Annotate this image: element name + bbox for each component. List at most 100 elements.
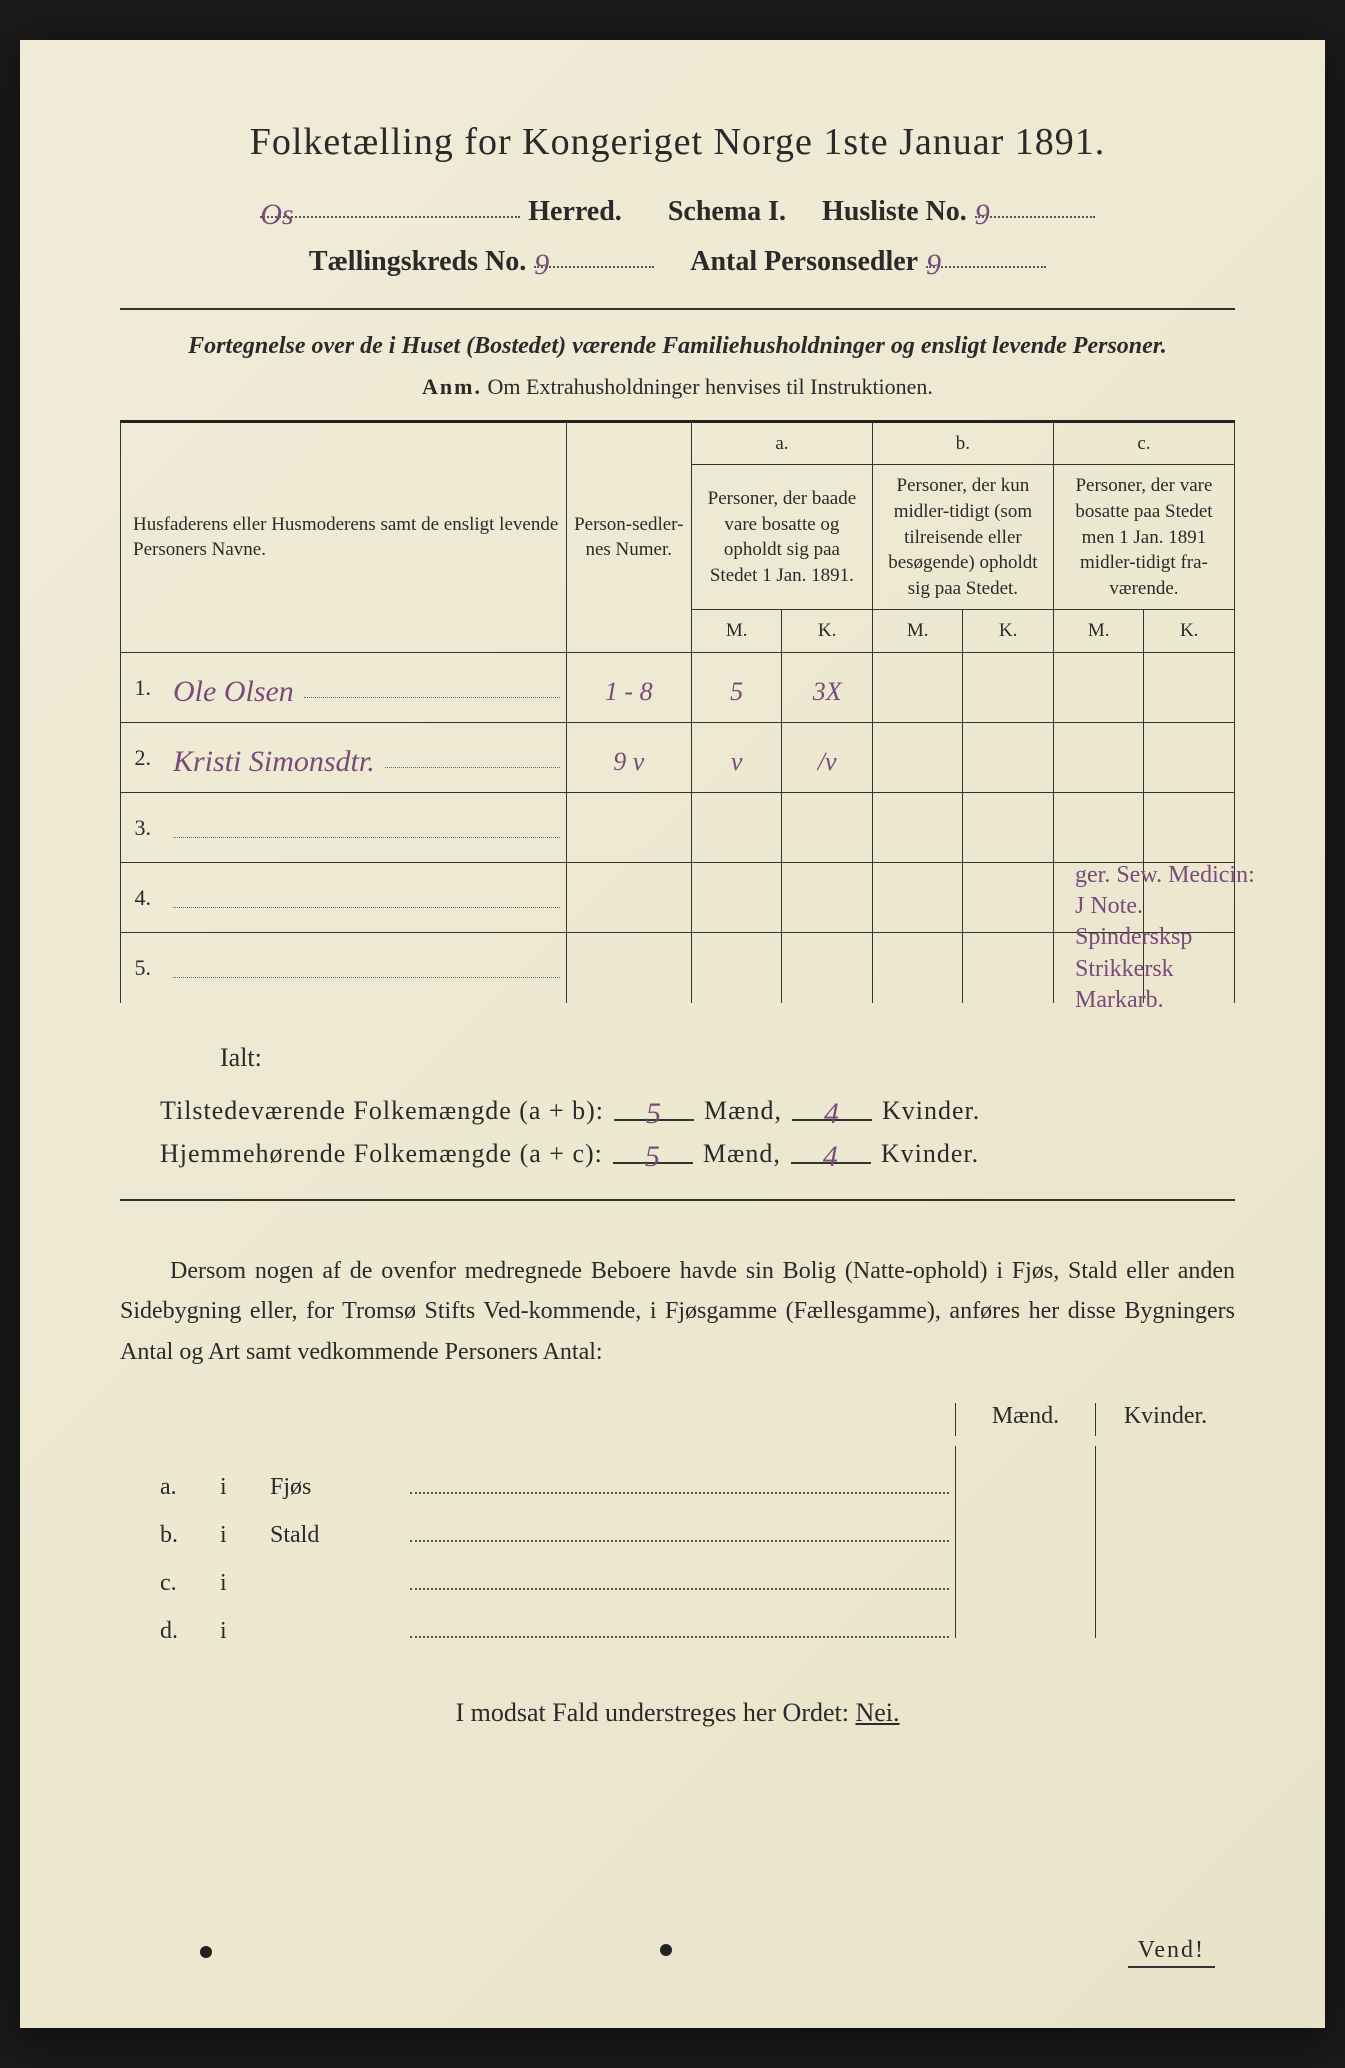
table-row: 1. Ole Olsen 1 - 8 5 3X [121,653,1235,723]
husliste-field: 9 [975,194,1095,218]
build-maend: Mænd. [955,1403,1095,1436]
kreds-field: 9 [534,244,654,268]
tilstede-m: 5 [646,1097,662,1131]
hjemme-m: 5 [645,1140,661,1174]
row-num: 5. [133,955,163,981]
husliste-value: 9 [975,198,990,232]
build-type: Fjøs [270,1474,410,1501]
footer-text: I modsat Fald understreges her Ordet: [455,1698,849,1727]
hjemme-label: Hjemmehørende Folkemængde (a + c): [160,1139,603,1169]
col-b-label: b. [872,421,1053,465]
b-m: M. [872,610,963,653]
census-form-page: Folketælling for Kongeriget Norge 1ste J… [20,40,1325,2028]
ink-blot-icon [660,1944,672,1956]
row-num: 4. [133,885,163,911]
margin-notes: ger. Sew. Medicin: J Note. Spindersksp S… [1075,860,1255,1016]
antal-field: 9 [926,244,1046,268]
bk-cell [963,723,1054,793]
vend-label: Vend! [1128,1937,1215,1968]
col-a-text: Personer, der baade vare bosatte og opho… [691,465,872,610]
anm-label: Anm. [422,374,482,399]
bm-cell [872,723,963,793]
header-row-2: Tællingskreds No. 9 Antal Personsedler 9 [120,244,1235,278]
row-num: 3. [133,815,163,841]
build-i: i [220,1570,270,1597]
ak-cell: /v [818,747,837,777]
kreds-label: Tællingskreds No. [309,246,526,278]
building-row: c. i [160,1542,1235,1590]
row-num: 1. [133,675,163,701]
numer-cell: 1 - 8 [605,677,653,707]
tilstede-label: Tilstedeværende Folkemængde (a + b): [160,1096,604,1126]
divider-2 [120,1199,1235,1201]
cm-cell [1053,723,1144,793]
nei-word: Nei. [855,1698,899,1727]
build-i: i [220,1522,270,1549]
am-cell: v [731,747,743,777]
building-row: a. i Fjøs [160,1446,1235,1494]
footer-line: I modsat Fald understreges her Ordet: Ne… [120,1698,1235,1728]
table-row: 2. Kristi Simonsdtr. 9 v v /v [121,723,1235,793]
build-lbl: c. [160,1570,220,1597]
build-type: Stald [270,1522,410,1549]
antal-value: 9 [926,248,941,282]
hjemme-k: 4 [823,1140,839,1174]
paragraph: Dersom nogen af de ovenfor medregnede Be… [120,1251,1235,1373]
tilstede-line: Tilstedeværende Folkemængde (a + b): 5 M… [160,1093,1235,1126]
building-row: b. i Stald [160,1494,1235,1542]
kvinder-label: Kvinder. [882,1096,980,1126]
build-lbl: b. [160,1522,220,1549]
hjemme-line: Hjemmehørende Folkemængde (a + c): 5 Mæn… [160,1136,1235,1169]
header-row-1: Os Herred. Schema I. Husliste No. 9 [120,194,1235,228]
herred-value: Os [260,198,293,232]
antal-label: Antal Personsedler [690,246,918,278]
maend-label: Mænd, [703,1139,781,1169]
table-row: 3. [121,793,1235,863]
kvinder-label: Kvinder. [881,1139,979,1169]
bm-cell [872,653,963,723]
anm-text: Om Extrahusholdninger henvises til Instr… [488,374,933,399]
row-num: 2. [133,745,163,771]
col-a-label: a. [691,421,872,465]
buildings-header: Mænd. Kvinder. [160,1403,1235,1436]
main-table: Husfaderens eller Husmoderens samt de en… [120,420,1235,1003]
subtitle: Fortegnelse over de i Huset (Bostedet) v… [120,330,1235,364]
cm-cell [1053,653,1144,723]
am-cell: 5 [730,677,743,707]
bk-cell [963,653,1054,723]
build-lbl: a. [160,1474,220,1501]
a-k: K. [782,610,873,653]
table-row: 5. [121,933,1235,1003]
maend-label: Mænd, [704,1096,782,1126]
col-name-header: Husfaderens eller Husmoderens samt de en… [121,421,567,652]
page-title: Folketælling for Kongeriget Norge 1ste J… [120,120,1235,164]
col-numer-header: Person-sedler-nes Numer. [566,421,691,652]
col-c-text: Personer, der vare bosatte paa Stedet me… [1053,465,1234,610]
ialt-label: Ialt: [220,1043,1235,1073]
numer-cell: 9 v [613,747,644,777]
c-m: M. [1053,610,1144,653]
person-name: Ole Olsen [173,675,294,709]
husliste-label: Husliste No. [822,196,967,228]
build-i: i [220,1618,270,1645]
a-m: M. [691,610,782,653]
ak-cell: 3X [813,677,842,707]
herred-label: Herred. [528,196,622,228]
ck-cell [1144,653,1235,723]
ink-blot-icon [200,1946,212,1958]
kreds-value: 9 [534,248,549,282]
divider-1 [120,308,1235,310]
ck-cell [1144,723,1235,793]
build-lbl: d. [160,1618,220,1645]
tilstede-k: 4 [824,1097,840,1131]
build-i: i [220,1474,270,1501]
anm-line: Anm. Om Extrahusholdninger henvises til … [120,374,1235,400]
herred-field: Os [260,194,520,218]
table-row: 4. [121,863,1235,933]
col-c-label: c. [1053,421,1234,465]
building-row: d. i [160,1590,1235,1638]
person-name: Kristi Simonsdtr. [173,745,375,779]
buildings-section: Mænd. Kvinder. a. i Fjøs b. i Stald c. i… [160,1403,1235,1638]
b-k: K. [963,610,1054,653]
build-kvinder: Kvinder. [1095,1403,1235,1436]
